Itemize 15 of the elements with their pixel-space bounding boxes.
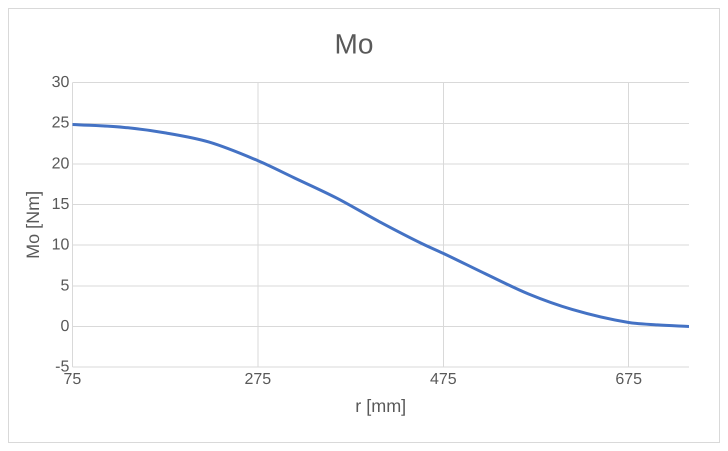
y-tick-label: 25 [52, 114, 70, 132]
x-tick-label: 475 [430, 371, 457, 388]
y-tick-label: 10 [52, 236, 70, 254]
x-axis-title: r [mm] [355, 396, 406, 416]
y-tick-label: 30 [52, 74, 70, 92]
y-tick-label: 5 [60, 277, 70, 294]
y-tick-label: 0 [60, 318, 70, 335]
y-axis-title: Mo [Nm] [22, 190, 43, 259]
y-tick-label: 20 [52, 155, 70, 172]
line-series [72, 122, 689, 328]
x-tick-label: 675 [615, 371, 642, 388]
chart-title: Mo [334, 28, 374, 60]
x-tick-label: 275 [244, 371, 272, 388]
y-tick-label: 15 [52, 196, 70, 213]
x-tick-label: 75 [64, 371, 82, 388]
